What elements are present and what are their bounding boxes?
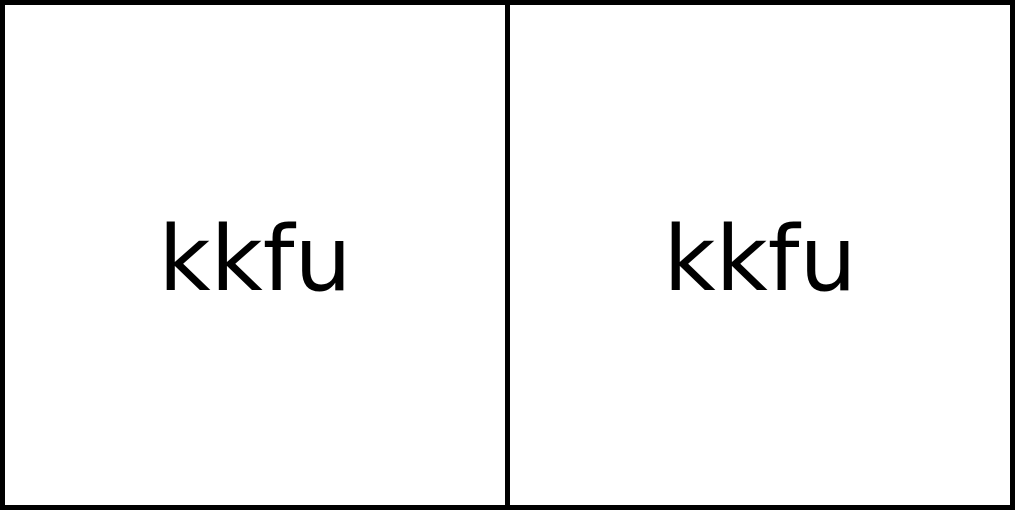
- right-panel: kkfu: [510, 5, 1010, 505]
- right-panel-text: kkfu: [663, 207, 857, 312]
- left-panel: kkfu: [5, 5, 505, 505]
- panel-divider: [505, 5, 510, 505]
- left-panel-text: kkfu: [158, 207, 352, 312]
